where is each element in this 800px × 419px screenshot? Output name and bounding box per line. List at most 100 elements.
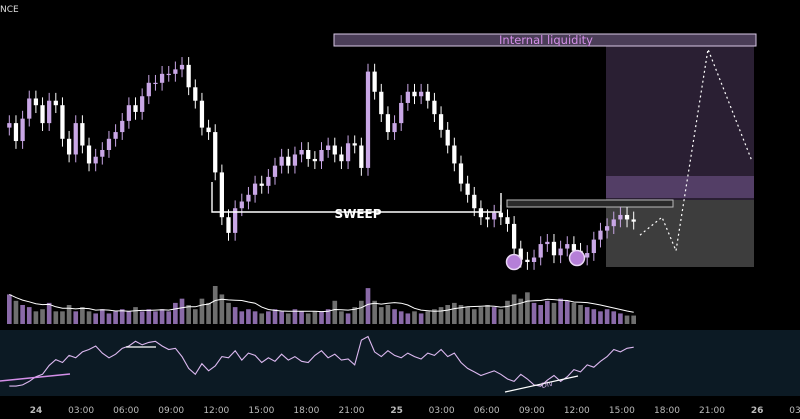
volume-bar <box>133 307 138 324</box>
candle-body <box>465 183 470 195</box>
volume-bar <box>598 311 603 324</box>
candle-body <box>226 217 231 233</box>
candle-body <box>385 114 391 133</box>
sweep-label: SWEEP <box>334 207 381 221</box>
candle-body <box>365 71 371 168</box>
volume-bar <box>584 307 590 324</box>
volume-bar <box>279 311 284 324</box>
volume-bar <box>405 313 411 324</box>
volume-bar <box>20 305 25 324</box>
candle-body <box>392 123 397 133</box>
volume-bar <box>385 305 391 324</box>
volume-bar <box>266 311 271 324</box>
candle-body <box>239 201 244 209</box>
candle-body <box>425 91 430 101</box>
candle-body <box>505 217 510 224</box>
candle-body <box>233 208 238 233</box>
candle-body <box>538 244 543 258</box>
candle-body <box>106 138 112 150</box>
equal-lows-box <box>506 199 674 208</box>
candle-body <box>80 123 85 146</box>
volume-bar <box>192 309 198 324</box>
volume-bar <box>93 313 98 324</box>
candle-body <box>326 145 331 150</box>
volume-bar <box>325 309 331 324</box>
volume-bar <box>26 307 32 324</box>
volume-bar <box>33 311 39 324</box>
time-tick-label: 21:00 <box>339 406 365 416</box>
time-tick-label: 09:00 <box>519 406 545 416</box>
volume-bar <box>86 311 92 324</box>
candle-body <box>13 123 19 142</box>
volume-bar <box>511 294 517 324</box>
time-tick-label: 03:00 <box>789 406 800 416</box>
candle-body <box>611 219 616 227</box>
volume-bar <box>299 311 304 324</box>
candle-body <box>312 158 317 162</box>
symbol-fragment: NCE <box>0 5 19 15</box>
time-axis[interactable]: 24 03:00 06:00 09:00 12:00 15:00 18:00 21:00 25 0… <box>30 406 800 416</box>
candle-body <box>113 132 118 139</box>
volume-bar <box>46 302 52 324</box>
candle-body <box>478 208 484 218</box>
volume-bar <box>352 307 358 324</box>
volume-bar <box>545 300 550 324</box>
volume-bar <box>80 307 85 324</box>
volume-bar <box>432 309 437 324</box>
volume-bar <box>285 313 291 324</box>
candle-body <box>485 217 490 220</box>
volume-bar <box>73 311 79 324</box>
candle-body <box>140 96 145 112</box>
volume-bar <box>232 307 238 324</box>
time-tick-label: 24 <box>30 406 43 416</box>
candle-body <box>252 183 258 195</box>
candle-body <box>438 114 444 130</box>
volume-bar <box>106 313 112 324</box>
volume-bar <box>319 311 324 324</box>
volume-bar <box>259 313 265 324</box>
candle-body <box>206 127 211 133</box>
candle-body <box>571 244 577 251</box>
candle-body <box>27 98 32 119</box>
candle-body <box>159 73 165 83</box>
volume-bar <box>611 311 617 324</box>
volume-bar <box>206 302 211 324</box>
volume-bar <box>452 302 457 324</box>
time-tick-label: 03:00 <box>429 406 455 416</box>
candle-body <box>246 194 251 202</box>
volume-bar <box>139 311 145 324</box>
candle-body <box>492 212 497 220</box>
candle-body <box>618 214 623 220</box>
candle-body <box>93 156 98 164</box>
rsi-pane <box>0 335 634 393</box>
candle-body <box>73 123 78 155</box>
volume-bar <box>40 309 45 324</box>
time-tick-label: 25 <box>390 406 403 416</box>
volume-bar <box>159 309 165 324</box>
volume-bar <box>471 309 477 324</box>
candle-body <box>379 91 384 115</box>
volume-average-line <box>9 293 634 313</box>
candle-body <box>498 212 503 218</box>
candle-body <box>399 102 404 124</box>
volume-bar <box>538 305 544 324</box>
volume-bar <box>564 300 570 324</box>
zone-layer <box>0 33 800 396</box>
discount-zone <box>606 200 754 267</box>
volume-bar <box>378 307 384 324</box>
candle-body <box>339 154 344 162</box>
volume-bar <box>66 305 72 324</box>
candle-body <box>352 143 357 146</box>
volume-bar <box>339 311 344 324</box>
volume-bar <box>252 311 258 324</box>
volume-bar <box>246 309 251 324</box>
candle-body <box>565 244 570 249</box>
candle-body <box>359 145 364 168</box>
candle-body <box>33 98 39 106</box>
candle-body <box>199 100 205 128</box>
candle-body <box>412 91 417 97</box>
volume-bar <box>478 307 484 324</box>
candle-body <box>445 129 450 146</box>
candle-body <box>299 150 304 155</box>
time-tick-label: 18:00 <box>293 406 319 416</box>
